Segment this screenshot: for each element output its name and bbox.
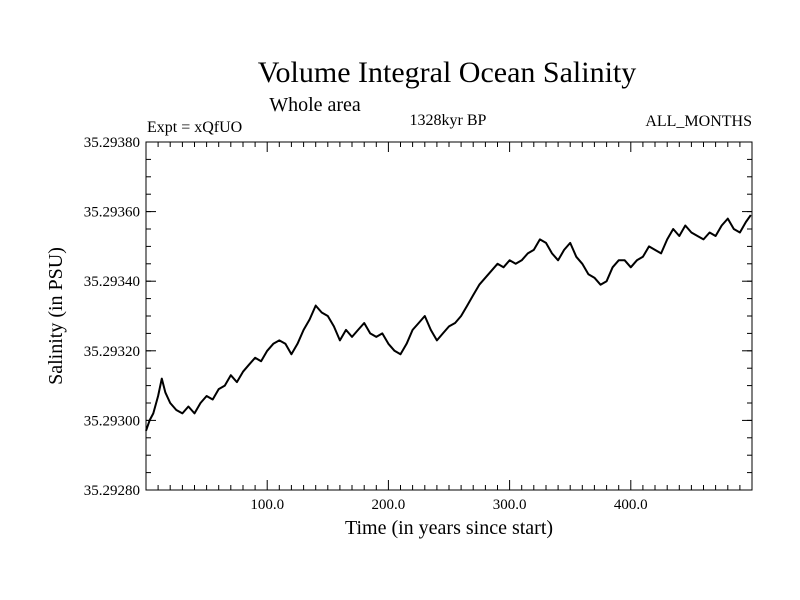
- y-axis-label: Salinity (in PSU): [45, 247, 67, 385]
- y-tick-label: 35.29300: [84, 413, 140, 429]
- chart-subtitle: Whole area: [269, 94, 361, 116]
- x-tick-label: 100.0: [250, 497, 284, 513]
- y-tick-label: 35.29340: [84, 274, 140, 290]
- y-tick-label: 35.29320: [84, 344, 140, 360]
- months-label: ALL_MONTHS: [645, 113, 752, 130]
- x-tick-label: 200.0: [372, 497, 406, 513]
- y-axis: 35.29280 35.29300 35.29320 35.29340 35.29360…: [84, 135, 752, 499]
- x-tick-label: 300.0: [493, 497, 527, 513]
- chart-title: Volume Integral Ocean Salinity: [258, 56, 637, 89]
- period-label: 1328kyr BP: [410, 112, 487, 129]
- plot-frame: [145, 141, 753, 491]
- y-tick-label: 35.29280: [84, 483, 140, 499]
- y-tick-label: 35.29380: [84, 135, 140, 151]
- salinity-series-line: [145, 214, 752, 432]
- experiment-label: Expt = xQfUO: [147, 119, 242, 136]
- x-axis-label: Time (in years since start): [345, 517, 553, 539]
- x-axis: 100.0 200.0 300.0 400.0: [157, 142, 741, 513]
- y-tick-label: 35.29360: [84, 205, 140, 221]
- x-tick-label: 400.0: [614, 497, 648, 513]
